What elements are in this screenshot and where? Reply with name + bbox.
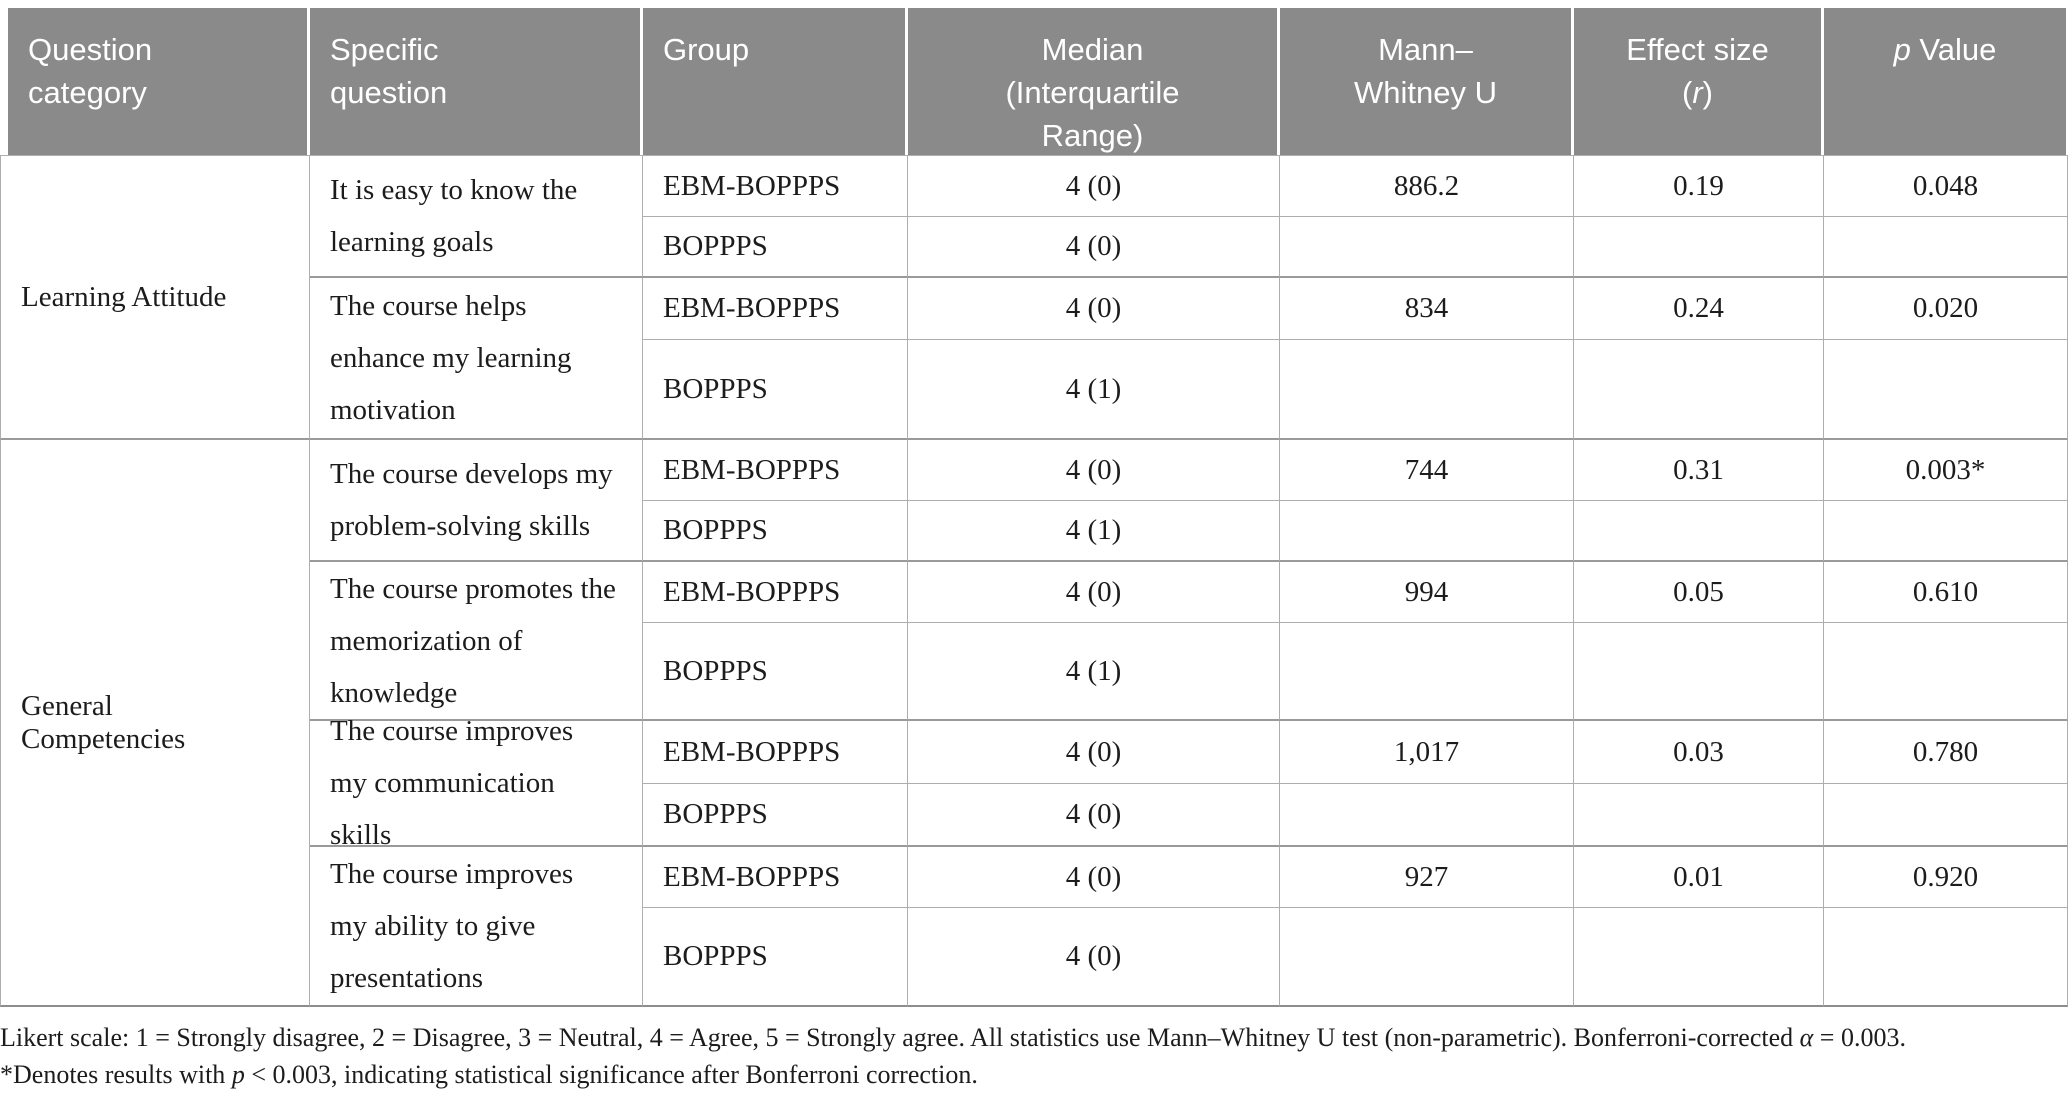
header-group: Group [643,0,908,155]
effect-cell: 0.05 [1574,562,1824,623]
header-label: Median (Interquartile Range) [1005,32,1180,153]
pvalue-cell: 0.920 [1824,847,2068,908]
effect-cell [1574,340,1824,440]
mwu-cell: 927 [1280,847,1574,908]
group-cell: EBM-BOPPPS [643,721,908,784]
pvalue-cell [1824,501,2068,562]
effect-cell: 0.01 [1574,847,1824,908]
header-median-iqr: Median (Interquartile Range) [908,0,1280,155]
mwu-cell: 994 [1280,562,1574,623]
header-effect-size: Effect size (r) [1574,0,1824,155]
question-cell: The course helps enhance my learning mot… [310,278,643,440]
effect-cell [1574,501,1824,562]
median-cell: 4 (0) [908,440,1280,501]
header-label: Specific question [330,32,448,110]
pvalue-cell [1824,217,2068,278]
header-p-value: p Value [1824,0,2068,155]
group-cell: EBM-BOPPPS [643,278,908,340]
effect-cell [1574,217,1824,278]
pvalue-cell [1824,908,2068,1007]
header-label: Question category [28,32,153,110]
group-cell: BOPPPS [643,501,908,562]
mwu-cell: 1,017 [1280,721,1574,784]
group-cell: EBM-BOPPPS [643,847,908,908]
question-cell: The course improves my ability to give p… [310,847,643,1007]
mwu-cell: 834 [1280,278,1574,340]
pvalue-cell: 0.780 [1824,721,2068,784]
median-cell: 4 (1) [908,623,1280,721]
effect-cell: 0.24 [1574,278,1824,340]
category-cell: General Competencies [0,440,310,1007]
pvalue-cell: 0.003* [1824,440,2068,501]
group-cell: BOPPPS [643,784,908,847]
table-footnotes: Likert scale: 1 = Strongly disagree, 2 =… [0,1019,2068,1093]
mwu-cell [1280,340,1574,440]
footnote-likert-scale: Likert scale: 1 = Strongly disagree, 2 =… [0,1023,1906,1052]
group-cell: EBM-BOPPPS [643,562,908,623]
median-cell: 4 (0) [908,784,1280,847]
mwu-cell [1280,784,1574,847]
results-table: Question category Specific question Grou… [0,0,2068,1007]
mwu-cell [1280,501,1574,562]
question-cell: The course develops my problem-solving s… [310,440,643,562]
question-cell: The course promotes the memorization of … [310,562,643,721]
effect-cell: 0.03 [1574,721,1824,784]
header-mann-whitney-u: Mann–Whitney U [1280,0,1574,155]
mwu-cell [1280,217,1574,278]
mwu-cell [1280,623,1574,721]
mwu-cell: 886.2 [1280,155,1574,217]
pvalue-cell [1824,340,2068,440]
group-cell: BOPPPS [643,217,908,278]
median-cell: 4 (0) [908,217,1280,278]
header-label: Group [663,32,750,67]
group-cell: BOPPPS [643,908,908,1007]
group-cell: EBM-BOPPPS [643,440,908,501]
median-cell: 4 (0) [908,562,1280,623]
median-cell: 4 (1) [908,501,1280,562]
pvalue-cell [1824,784,2068,847]
mwu-cell: 744 [1280,440,1574,501]
header-label: Effect size (r) [1626,32,1769,110]
header-label: p Value [1893,32,1997,67]
pvalue-cell: 0.020 [1824,278,2068,340]
median-cell: 4 (0) [908,721,1280,784]
median-cell: 4 (0) [908,278,1280,340]
effect-cell [1574,908,1824,1007]
median-cell: 4 (0) [908,908,1280,1007]
pvalue-cell: 0.048 [1824,155,2068,217]
header-question-category: Question category [0,0,310,155]
pvalue-cell: 0.610 [1824,562,2068,623]
group-cell: BOPPPS [643,623,908,721]
header-label: Mann–Whitney U [1354,32,1497,110]
median-cell: 4 (1) [908,340,1280,440]
effect-cell [1574,784,1824,847]
effect-cell: 0.31 [1574,440,1824,501]
group-cell: EBM-BOPPPS [643,155,908,217]
question-cell: The course improves my communication ski… [310,715,643,851]
mwu-cell [1280,908,1574,1007]
effect-cell: 0.19 [1574,155,1824,217]
footnote-significance: *Denotes results with p < 0.003, indicat… [0,1060,978,1089]
median-cell: 4 (0) [908,155,1280,217]
median-cell: 4 (0) [908,847,1280,908]
category-cell: Learning Attitude [0,155,310,440]
effect-cell [1574,623,1824,721]
question-cell: It is easy to know the learning goals [310,155,643,278]
header-specific-question: Specific question [310,0,643,155]
group-cell: BOPPPS [643,340,908,440]
pvalue-cell [1824,623,2068,721]
